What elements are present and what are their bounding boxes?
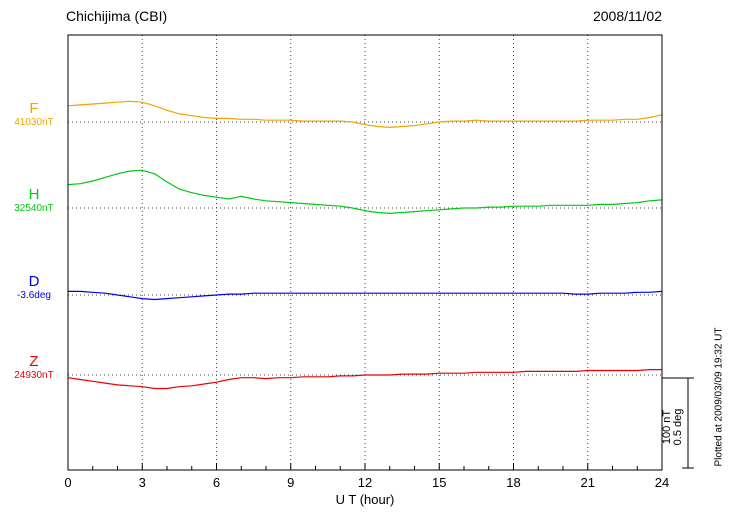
trace-Z [67,369,662,390]
plotted-at-label: Plotted at 2009/03/09 19:32 UT [713,327,725,467]
series-label-H: H 32540nT [4,186,64,215]
x-tick-label: 18 [506,475,520,490]
series-letter-F: F [29,100,39,117]
x-axis-label: U T (hour) [335,492,395,507]
x-tick-label: 6 [213,475,220,490]
date-label: 2008/11/02 [592,8,662,24]
series-letter-Z: Z [29,353,39,370]
trace-F [67,100,663,129]
series-label-F: F 41030nT [4,100,64,129]
series-label-Z: Z 24930nT [4,353,64,382]
series-baseline-value-H: 32540nT [14,203,54,215]
scale-bar-label-deg: 0.5 deg [672,408,684,446]
x-tick-label: 0 [64,475,71,490]
x-tick-label: 15 [432,475,446,490]
plot-border [67,34,663,471]
x-tick-label: 9 [287,475,294,490]
trace-D [68,290,663,301]
x-tick-label: 12 [358,475,372,490]
trace-H [67,169,663,214]
series-baseline-value-D: -3.6deg [17,290,51,302]
x-tick-label: 21 [581,475,595,490]
series-label-D: D -3.6deg [4,273,64,302]
x-tick-label: 3 [139,475,146,490]
series-letter-H: H [28,186,40,203]
series-baseline-value-Z: 24930nT [14,370,54,382]
series-baseline-value-F: 41030nT [14,117,54,129]
x-tick-label: 24 [655,475,669,490]
station-title: Chichijima (CBI) [66,8,168,24]
scale-bar-label: 100 nT 0.5 deg [661,408,684,446]
series-letter-D: D [28,273,40,290]
